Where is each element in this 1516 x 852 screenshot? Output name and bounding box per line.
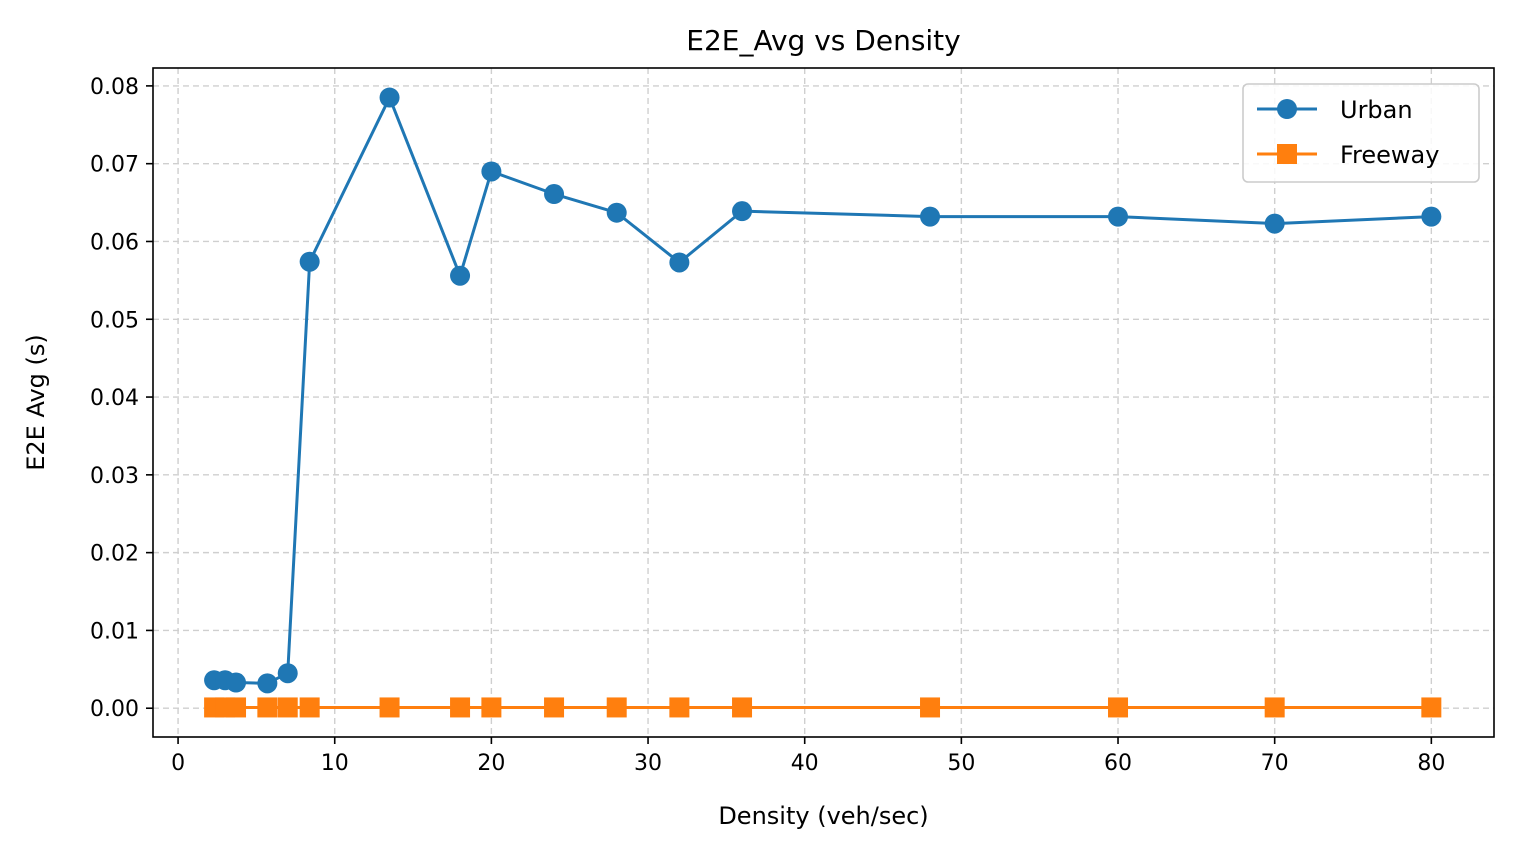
legend: Urban Freeway [1242,83,1480,183]
urban-point [257,673,278,694]
freeway-point [544,697,565,718]
x-tick-label: 10 [321,751,349,776]
freeway-point [732,697,753,718]
x-tick-label: 50 [947,751,975,776]
freeway-point [606,697,627,718]
urban-point [606,202,627,223]
freeway-point [379,697,400,718]
y-tick-label: 0.05 [90,308,139,333]
y-tick-label: 0.03 [90,464,139,489]
y-tick-label: 0.06 [90,230,139,255]
legend-swatch-marker [1277,144,1297,164]
y-tick-label: 0.01 [90,619,139,644]
y-tick-label: 0.07 [90,153,139,178]
x-tick-label: 20 [477,751,505,776]
chart-title: E2E_Avg vs Density [686,24,960,57]
legend-label: Urban [1340,96,1413,124]
freeway-point [1421,697,1442,718]
legend-item-urban: Urban [1257,96,1413,124]
series-layer [204,87,1442,718]
y-tick-label: 0.04 [90,386,139,411]
urban-point [732,201,753,222]
freeway-point [277,697,298,718]
urban-point [379,87,400,108]
legend-swatch-marker [1277,99,1297,119]
y-tick-label: 0.02 [90,542,139,567]
freeway-point [1264,697,1285,718]
y-tick-label: 0.00 [90,697,139,722]
y-axis-label: E2E Avg (s) [22,334,50,471]
plot-frame [152,67,1495,738]
x-tick-label: 0 [171,751,185,776]
freeway-point [481,697,502,718]
urban-point [1421,206,1442,227]
freeway-point [257,697,278,718]
x-axis-label: Density (veh/sec) [718,802,928,830]
x-tick-label: 60 [1104,751,1132,776]
urban-point [226,672,247,693]
freeway-point [1108,697,1129,718]
urban-point [1264,213,1285,234]
urban-point [920,206,941,227]
x-tick-label: 70 [1261,751,1289,776]
urban-point [450,265,471,286]
x-tick-label: 80 [1417,751,1445,776]
urban-point [1108,206,1129,227]
freeway-point [920,697,941,718]
freeway-point [669,697,690,718]
freeway-point [226,697,247,718]
urban-point [481,161,502,182]
x-tick-label: 40 [791,751,819,776]
y-tick-label: 0.08 [90,75,139,100]
x-tick-label: 30 [634,751,662,776]
urban-point [544,184,565,205]
urban-point [277,663,298,684]
freeway-point [450,697,471,718]
legend-item-freeway: Freeway [1257,141,1439,169]
series-freeway [204,697,1442,718]
urban-line [214,96,1432,685]
urban-point [299,251,320,272]
series-urban [204,87,1442,694]
ticks: 0 10 20 30 40 50 60 70 80 0.00 0.01 0.02 0.03 0.04 0.0… [90,75,1445,776]
freeway-point [299,697,320,718]
urban-point [669,252,690,273]
legend-label: Freeway [1340,141,1439,169]
